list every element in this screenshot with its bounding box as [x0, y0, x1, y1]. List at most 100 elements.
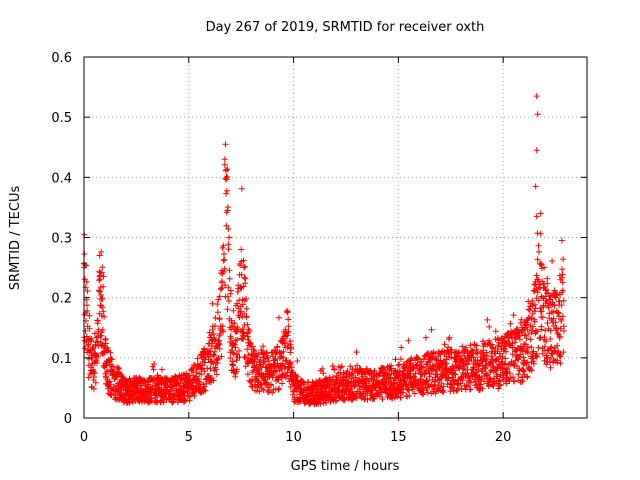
data-point: [319, 365, 326, 372]
data-point: [101, 313, 108, 320]
data-point: [198, 371, 205, 378]
data-point: [411, 390, 418, 397]
data-point: [194, 355, 201, 362]
data-point: [540, 303, 547, 310]
data-point: [238, 185, 245, 192]
data-point: [230, 340, 237, 347]
data-point: [484, 316, 491, 323]
data-point: [543, 338, 549, 345]
data-point: [207, 365, 214, 372]
data-point: [518, 316, 525, 323]
data-point: [548, 344, 555, 350]
data-point: [535, 297, 542, 304]
data-point: [294, 358, 301, 364]
data-point: [558, 302, 565, 309]
data-point: [95, 352, 102, 359]
data-point: [244, 321, 251, 328]
data-point: [109, 372, 116, 379]
data-point: [483, 372, 490, 379]
data-point: [557, 325, 564, 332]
data-point: [405, 337, 412, 344]
data-point: [255, 367, 262, 374]
data-point: [222, 141, 229, 148]
data-point: [534, 328, 541, 335]
data-point: [451, 367, 458, 374]
data-point: [515, 371, 522, 378]
data-point: [82, 262, 89, 268]
data-point: [234, 300, 241, 307]
grid: [84, 57, 587, 418]
data-point: [287, 349, 294, 356]
data-point: [381, 366, 388, 373]
data-point: [486, 323, 493, 330]
data-point: [495, 385, 502, 392]
data-point: [276, 385, 283, 392]
data-point: [241, 274, 248, 281]
data-point: [330, 374, 336, 380]
data-point: [288, 345, 294, 352]
data-point: [519, 378, 526, 385]
data-point: [287, 360, 294, 367]
data-point: [528, 315, 535, 322]
data-point: [86, 325, 93, 332]
data-point: [149, 363, 156, 370]
data-point: [266, 388, 273, 395]
data-point: [547, 327, 554, 334]
data-point: [333, 378, 340, 385]
y-tick-label: 0.5: [51, 111, 72, 126]
data-point: [489, 362, 496, 369]
data-point: [284, 332, 291, 339]
data-point: [528, 367, 535, 374]
data-point: [400, 389, 407, 396]
data-point: [507, 320, 514, 327]
data-point: [479, 385, 486, 392]
data-point: [488, 341, 495, 348]
data-point: [377, 369, 384, 376]
data-point: [415, 355, 422, 362]
data-point: [94, 338, 101, 345]
data-point: [221, 156, 228, 163]
x-tick-label: 15: [390, 430, 407, 445]
data-point: [250, 346, 257, 353]
data-point: [263, 380, 270, 387]
data-point: [523, 335, 530, 342]
data-point: [510, 374, 516, 381]
data-points: [80, 93, 567, 421]
data-point: [226, 267, 233, 274]
data-point: [490, 383, 497, 389]
data-point: [462, 355, 469, 362]
data-point: [502, 343, 509, 350]
data-point: [272, 356, 279, 363]
data-point: [285, 328, 292, 335]
data-point: [223, 187, 230, 194]
data-point: [233, 357, 240, 364]
data-point: [483, 362, 490, 369]
x-tick-label: 20: [495, 430, 512, 445]
data-point: [244, 346, 251, 353]
data-point: [533, 213, 540, 220]
data-point: [240, 283, 247, 290]
data-point: [216, 316, 223, 323]
data-point: [220, 242, 227, 249]
data-point: [209, 340, 216, 347]
data-point: [557, 353, 564, 360]
chart-title: Day 267 of 2019, SRMTID for receiver oxt…: [206, 20, 485, 35]
data-point: [272, 368, 279, 375]
data-point: [545, 304, 552, 311]
data-point: [535, 277, 542, 283]
data-point: [275, 373, 282, 380]
data-point: [395, 362, 402, 369]
data-point: [214, 309, 221, 316]
data-point: [458, 385, 465, 392]
data-point: [91, 369, 98, 376]
data-point: [318, 378, 325, 385]
data-point: [361, 396, 368, 403]
data-point: [432, 366, 439, 373]
data-point: [84, 308, 91, 314]
data-point: [341, 397, 348, 404]
y-tick-label: 0: [64, 412, 72, 427]
data-point: [158, 366, 165, 373]
data-point: [211, 352, 218, 359]
data-point: [503, 348, 509, 355]
data-point: [215, 296, 222, 303]
